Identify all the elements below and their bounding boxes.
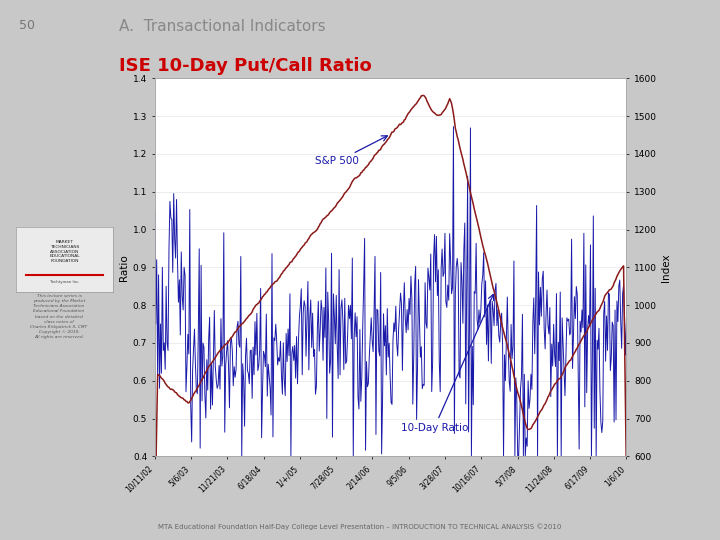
Text: 10-Day Ratio: 10-Day Ratio — [400, 294, 494, 433]
Text: 50: 50 — [19, 19, 35, 32]
Text: MTA Educational Foundation Half-Day College Level Presentation – INTRODUCTION TO: MTA Educational Foundation Half-Day Coll… — [158, 524, 562, 530]
Text: ISE 10-Day Put/Call Ratio: ISE 10-Day Put/Call Ratio — [119, 57, 372, 75]
Text: MARKET
TECHNICIANS
ASSOCIATION
EDUCATIONAL
FOUNDATION: MARKET TECHNICIANS ASSOCIATION EDUCATION… — [49, 240, 80, 264]
Text: S&P 500: S&P 500 — [315, 136, 387, 166]
Y-axis label: Index: Index — [661, 253, 671, 282]
Text: This lecture series is
produced by the Market
Technicians Association
Educationa: This lecture series is produced by the M… — [30, 294, 88, 339]
Text: A.  Transactional Indicators: A. Transactional Indicators — [119, 19, 325, 34]
Text: Techtyman Inc.: Techtyman Inc. — [50, 280, 79, 284]
Y-axis label: Ratio: Ratio — [119, 254, 129, 281]
